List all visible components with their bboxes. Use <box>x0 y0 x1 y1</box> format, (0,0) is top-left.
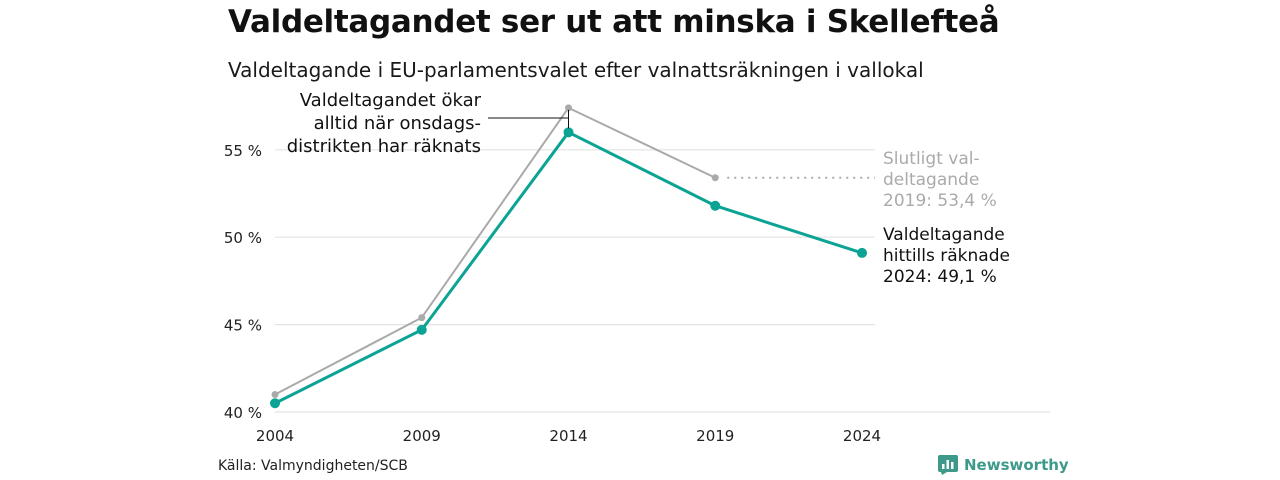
x-tick-label: 2014 <box>549 427 587 445</box>
annotation-final-line: 2019: 53,4 % <box>883 191 997 211</box>
x-tick-label: 2004 <box>256 427 294 445</box>
y-tick-label: 55 % <box>224 142 262 160</box>
data-point-counted <box>270 398 280 409</box>
x-tick-label: 2024 <box>843 427 881 445</box>
annotation-final-line: Slutligt val- <box>883 149 980 169</box>
annotation-final-line: deltagande <box>883 170 979 190</box>
x-tick-label: 2009 <box>403 427 441 445</box>
annotation-counted-line: hittills räknade <box>883 246 1010 266</box>
annotation-counted-line: Valdeltagande <box>883 225 1005 245</box>
data-point-counted <box>563 127 574 138</box>
brand-logo[interactable]: Newsworthy <box>938 455 1069 475</box>
annotation-left-line: alltid när onsdags- <box>314 113 481 134</box>
data-point-counted <box>857 247 867 258</box>
y-tick-label: 40 % <box>224 404 262 422</box>
source-text: Källa: Valmyndigheten/SCB <box>218 458 408 474</box>
brand-name: Newsworthy <box>964 456 1069 474</box>
bar-chart-icon <box>938 455 958 475</box>
y-tick-label: 50 % <box>224 229 262 247</box>
chart-title: Valdeltagandet ser ut att minska i Skell… <box>228 4 1000 40</box>
annotation-counted-line: 2024: 49,1 % <box>883 267 997 287</box>
data-point-final <box>711 174 719 182</box>
data-point-counted <box>416 324 427 335</box>
annotation-left-line: distrikten har räknats <box>287 136 481 157</box>
chart-subtitle: Valdeltagande i EU-parlamentsvalet efter… <box>228 58 924 82</box>
series-line-final <box>274 106 716 396</box>
data-point-counted <box>710 200 721 211</box>
data-point-final <box>271 391 279 399</box>
data-point-final <box>418 314 426 322</box>
annotation-left-line: Valdeltagandet ökar <box>300 90 482 111</box>
y-tick-label: 45 % <box>224 317 262 335</box>
series-line-counted <box>274 130 863 405</box>
data-point-final <box>565 104 572 112</box>
x-tick-label: 2019 <box>696 427 734 445</box>
